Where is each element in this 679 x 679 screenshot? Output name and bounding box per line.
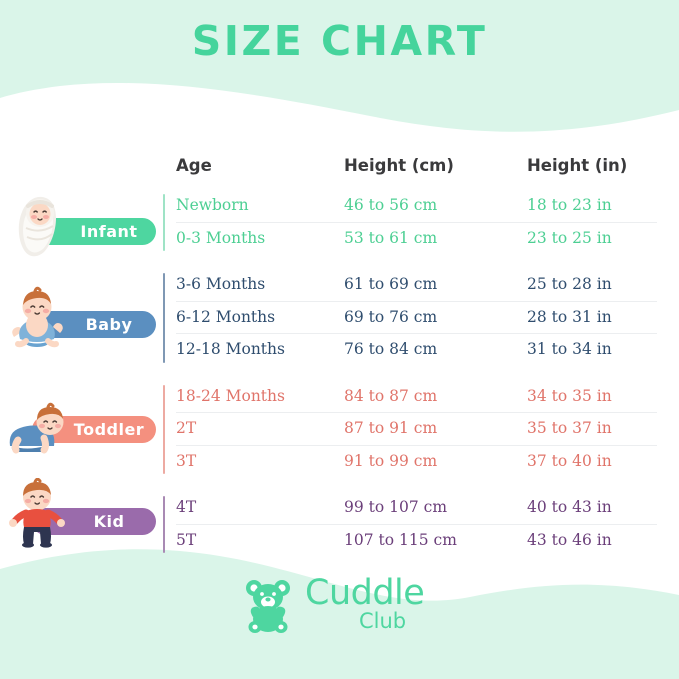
table-row: 18-24 Months 84 to 87 cm 34 to 35 in [0,381,679,413]
cell-height-cm: 53 to 61 cm [344,228,438,247]
cell-age: 3T [176,451,197,470]
logo-name-bottom: Club [359,609,407,633]
cell-height-cm: 91 to 99 cm [344,451,438,470]
group-accent-line [163,273,165,363]
crawling-toddler-icon [4,386,70,456]
table-row: 2T 87 to 91 cm 35 to 37 in [0,413,679,446]
badge-label: Infant [80,222,138,241]
header-age: Age [176,156,212,175]
top-wave-band [0,0,679,140]
cell-height-in: 43 to 46 in [527,530,612,549]
badge-label: Kid [93,512,125,531]
table-row: Newborn 46 to 56 cm 18 to 23 in [0,190,679,223]
row-separator [176,444,657,446]
cell-height-cm: 107 to 115 cm [344,530,457,549]
group-gap [0,255,679,269]
row-separator [176,300,657,302]
row-separator [176,254,657,255]
size-table: Age Height (cm) Height (in) Newborn 46 t… [0,148,679,557]
category-badge-kid[interactable]: Kid [9,478,156,548]
row-separator [176,556,657,557]
cell-height-in: 18 to 23 in [527,196,612,214]
cell-height-in: 25 to 28 in [527,275,612,293]
teddy-bear-icon [241,577,299,635]
page-title: SIZE CHART [191,17,488,65]
cell-height-in: 40 to 43 in [527,498,612,516]
cell-age: 0-3 Months [176,228,266,247]
table-row: 3-6 Months 61 to 69 cm 25 to 28 in [0,269,679,302]
category-badge-baby[interactable]: Baby [12,286,156,348]
cell-age: 3-6 Months [176,275,266,293]
cell-age: 12-18 Months [176,340,285,358]
group-baby: 3-6 Months 61 to 69 cm 25 to 28 in 6-12 … [0,269,679,367]
table-header-row: Age Height (cm) Height (in) [0,148,679,190]
table-row: 5T 107 to 115 cm 43 to 46 in [0,525,679,558]
cell-height-in: 35 to 37 in [527,419,612,437]
header-height-in: Height (in) [527,156,628,175]
cell-height-cm: 76 to 84 cm [344,340,438,358]
cell-age: 18-24 Months [176,386,285,405]
table-row: 0-3 Months 53 to 61 cm 23 to 25 in [0,223,679,256]
cell-height-in: 23 to 25 in [527,228,612,247]
cell-height-in: 37 to 40 in [527,451,612,470]
cell-age: 6-12 Months [176,307,276,326]
badge-label: Baby [85,315,133,334]
table-row: 6-12 Months 69 to 76 cm 28 to 31 in [0,302,679,334]
cell-height-cm: 99 to 107 cm [344,498,448,516]
row-separator [176,523,657,525]
table-row: 4T 99 to 107 cm 40 to 43 in [0,492,679,525]
cell-age: 2T [176,419,197,437]
group-gap [0,478,679,492]
cell-height-cm: 87 to 91 cm [344,419,438,437]
cell-height-in: 28 to 31 in [527,307,612,326]
group-accent-line [163,194,165,251]
category-badge-infant[interactable]: Infant [18,196,156,257]
cell-age: 4T [176,498,197,516]
cell-age: Newborn [176,196,249,214]
cell-height-cm: 69 to 76 cm [344,307,438,326]
standing-kid-icon [4,478,70,548]
table-row: 12-18 Months 76 to 84 cm 31 to 34 in [0,334,679,367]
cell-height-in: 34 to 35 in [527,386,612,405]
group-toddler: 18-24 Months 84 to 87 cm 34 to 35 in 2T … [0,381,679,479]
brand-logo: Cuddle Club [0,571,679,641]
group-accent-line [163,496,165,553]
bottom-wave-band [0,539,679,679]
table-row: 3T 91 to 99 cm 37 to 40 in [0,446,679,479]
group-kid: 4T 99 to 107 cm 40 to 43 in 5T 107 to 11… [0,492,679,557]
cell-height-cm: 46 to 56 cm [344,196,438,214]
category-badge-toddler[interactable]: Toddler [9,402,156,454]
cell-height-in: 31 to 34 in [527,340,612,358]
row-separator [176,477,657,478]
logo-name-top: Cuddle [305,573,425,613]
group-infant: Newborn 46 to 56 cm 18 to 23 in 0-3 Mont… [0,190,679,255]
row-separator [176,412,657,413]
swaddled-infant-icon [4,188,70,258]
group-accent-line [163,384,165,474]
row-separator [176,366,657,367]
group-gap [0,367,679,381]
cell-height-cm: 61 to 69 cm [344,275,438,293]
header-height-cm: Height (cm) [344,156,454,175]
row-separator [176,333,657,334]
cell-age: 5T [176,530,197,549]
cell-height-cm: 84 to 87 cm [344,386,438,405]
sitting-baby-icon [4,281,70,351]
badge-label: Toddler [73,420,145,439]
row-separator [176,221,657,223]
